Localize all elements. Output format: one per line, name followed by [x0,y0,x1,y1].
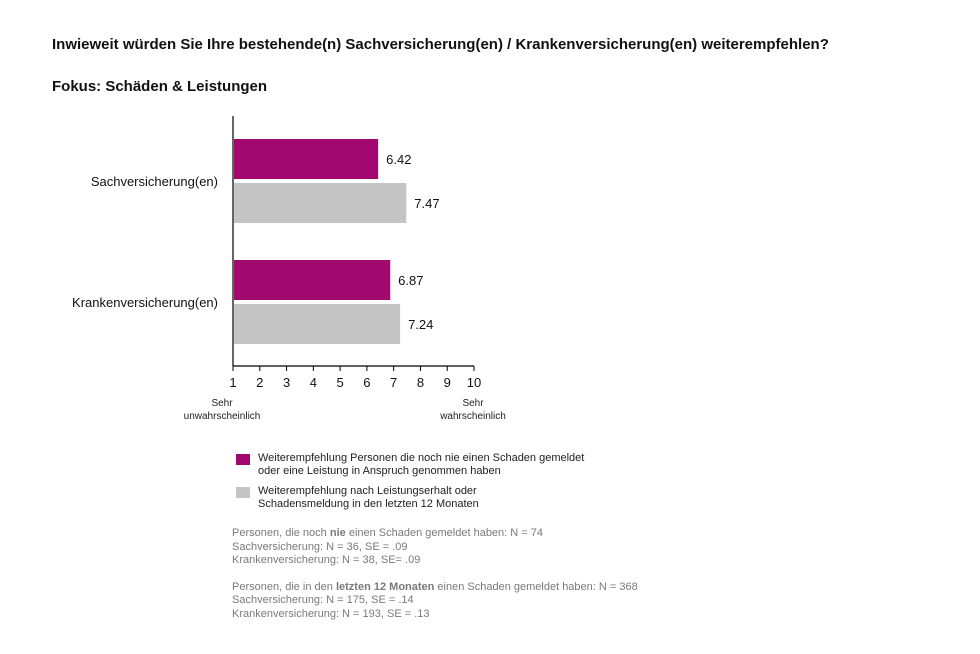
x-tick-label: 9 [444,375,451,390]
x-tick-label: 4 [310,375,317,390]
bar-value-label: 7.47 [414,196,439,211]
sample-notes: Personen, die noch nie einen Schaden gem… [232,527,638,621]
legend-label-series-1: Weiterempfehlung Personen die noch nie e… [258,452,585,477]
x-tick-label: 3 [283,375,290,390]
note-1-line-1: Personen, die noch nie einen Schaden gem… [232,527,543,539]
x-end-label-left: unwahrscheinlich [184,411,261,422]
legend-swatch-series-2 [236,487,250,498]
x-tick-label: 1 [229,375,236,390]
bar-series-2 [234,304,401,344]
bar-series-1 [234,260,391,300]
note-1-line-2: Sachversicherung: N = 36, SE = .09 [232,540,408,553]
x-end-label-left: Sehr [211,398,233,409]
legend-label-series-2: Weiterempfehlung nach Leistungserhalt od… [258,485,479,510]
chart-title: Inwieweit würden Sie Ihre bestehende(n) … [52,36,829,53]
x-end-label-right: Sehr [462,398,484,409]
x-tick-label: 6 [363,375,370,390]
bar-series-1 [234,139,379,179]
category-label: Sachversicherung(en) [91,174,218,189]
bar-value-label: 7.24 [408,317,433,332]
chart-subtitle: Fokus: Schäden & Leistungen [52,78,268,95]
bar-series-2 [234,183,407,223]
legend: Weiterempfehlung Personen die noch nie e… [236,452,584,518]
legend-item-series-1: Weiterempfehlung Personen die noch nie e… [236,452,584,478]
x-tick-label: 5 [336,375,343,390]
legend-swatch-series-1 [236,454,250,465]
note-2-line-1: Personen, die in den letzten 12 Monaten … [232,580,638,593]
note-2-line-2: Sachversicherung: N = 175, SE = .14 [232,594,414,606]
bar-chart: 1 2 3 4 5 6 7 8 9 10 Sehr unwahrscheinlich Sehr wahrs… [72,116,506,422]
x-tick-label: 10 [467,375,481,390]
bar-value-label: 6.42 [386,152,411,167]
bar-value-label: 6.87 [398,273,423,288]
note-1-line-3: Krankenversicherung: N = 38, SE= .09 [232,554,421,566]
x-tick-label: 8 [417,375,424,390]
x-tick-label: 7 [390,375,397,390]
note-2-line-3: Krankenversicherung: N = 193, SE = .13 [232,607,430,620]
category-label: Krankenversicherung(en) [72,295,218,310]
x-end-label-right: wahrscheinlich [439,411,506,422]
legend-item-series-2: Weiterempfehlung nach Leistungserhalt od… [236,485,584,511]
x-tick-label: 2 [256,375,263,390]
